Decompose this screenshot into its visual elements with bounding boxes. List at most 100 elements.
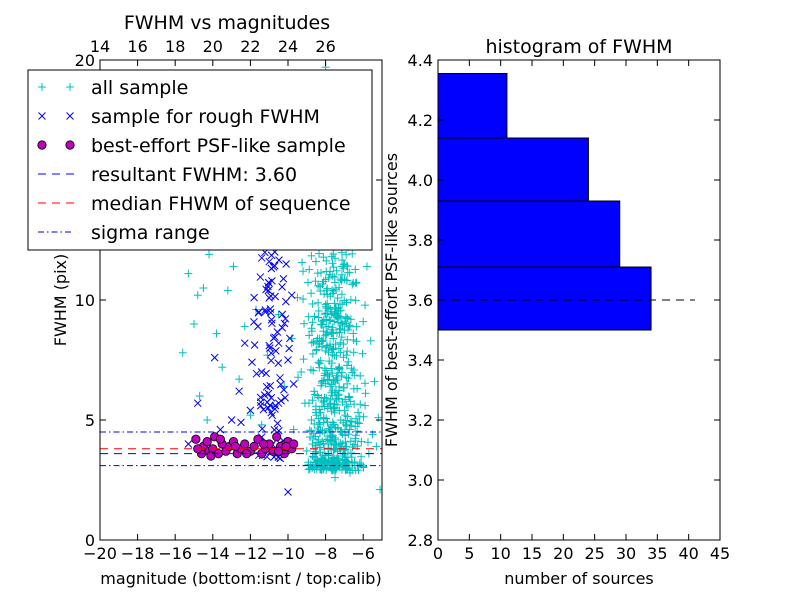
series-best-effort-psf-like-sample bbox=[191, 432, 299, 461]
data-point bbox=[327, 432, 336, 441]
data-point bbox=[311, 277, 320, 286]
data-point bbox=[267, 393, 276, 402]
data-point bbox=[250, 341, 259, 349]
data-point bbox=[314, 298, 323, 307]
histogram-y-label: FWHM of best-effort PSF-like sources bbox=[382, 153, 401, 447]
x-tick-label: 25 bbox=[584, 544, 604, 563]
data-point bbox=[329, 376, 338, 385]
data-point bbox=[331, 441, 340, 450]
top-tick-label: 22 bbox=[240, 37, 260, 56]
data-point bbox=[258, 424, 267, 433]
y-tick-label: 4.0 bbox=[408, 171, 433, 190]
data-point bbox=[326, 402, 335, 411]
data-point bbox=[262, 369, 271, 378]
data-point bbox=[281, 441, 291, 451]
histogram-bar bbox=[437, 137, 589, 202]
data-point bbox=[321, 275, 330, 284]
data-point bbox=[322, 304, 331, 313]
data-point bbox=[305, 265, 314, 274]
data-point bbox=[315, 429, 324, 438]
data-point bbox=[314, 414, 323, 423]
data-point bbox=[203, 416, 212, 424]
data-point bbox=[316, 356, 325, 365]
data-point bbox=[195, 392, 204, 400]
data-point bbox=[333, 375, 342, 384]
data-point bbox=[274, 399, 283, 408]
data-point bbox=[178, 348, 187, 357]
data-point bbox=[358, 349, 367, 358]
x-tick-label: 5 bbox=[464, 544, 474, 563]
data-point bbox=[351, 279, 360, 288]
data-point bbox=[366, 336, 375, 345]
data-point bbox=[202, 436, 212, 447]
data-point bbox=[309, 337, 318, 346]
data-point bbox=[329, 345, 338, 354]
data-point bbox=[326, 316, 335, 325]
data-point bbox=[319, 456, 328, 465]
data-point bbox=[289, 380, 298, 388]
data-point bbox=[345, 393, 354, 402]
data-point bbox=[199, 284, 208, 292]
x-tick-label: 20 bbox=[553, 544, 573, 563]
data-point bbox=[328, 350, 337, 359]
data-point bbox=[357, 452, 366, 461]
data-point bbox=[271, 405, 279, 413]
data-point bbox=[333, 365, 342, 374]
x-tick-label: −18 bbox=[121, 544, 155, 563]
data-point bbox=[360, 379, 369, 388]
data-point bbox=[265, 341, 274, 350]
data-point bbox=[325, 371, 334, 380]
data-point bbox=[343, 347, 352, 356]
data-point bbox=[310, 465, 319, 474]
data-point bbox=[315, 363, 324, 372]
data-point bbox=[275, 256, 283, 264]
x-tick-label: 40 bbox=[678, 544, 698, 563]
data-point bbox=[308, 299, 317, 308]
data-point bbox=[307, 338, 316, 347]
data-point bbox=[277, 380, 285, 389]
x-tick-label: −20 bbox=[83, 544, 117, 563]
data-point bbox=[297, 368, 306, 376]
histogram-bar bbox=[437, 200, 621, 268]
data-point bbox=[227, 416, 236, 424]
data-point bbox=[338, 274, 347, 283]
data-point bbox=[337, 290, 346, 299]
data-point bbox=[212, 329, 221, 338]
data-point bbox=[319, 327, 328, 336]
x-tick-label: 45 bbox=[710, 544, 730, 563]
data-point bbox=[235, 387, 243, 396]
data-point bbox=[343, 402, 352, 411]
data-point bbox=[266, 381, 275, 390]
data-point bbox=[339, 340, 348, 349]
data-point bbox=[190, 320, 198, 328]
data-point bbox=[257, 368, 266, 376]
data-point bbox=[338, 368, 347, 377]
data-point bbox=[261, 308, 270, 316]
data-point bbox=[272, 346, 280, 355]
scatter-y-label: FWHM (pix) bbox=[51, 254, 70, 347]
data-point bbox=[279, 274, 288, 283]
data-point bbox=[341, 425, 350, 434]
data-point bbox=[361, 401, 370, 410]
data-point bbox=[322, 330, 331, 339]
data-point bbox=[348, 368, 357, 377]
data-point bbox=[327, 328, 336, 337]
data-point bbox=[310, 387, 319, 396]
data-point bbox=[256, 398, 265, 406]
legend-label: median FHWM of sequence bbox=[91, 193, 351, 215]
legend-item: all sample bbox=[38, 77, 188, 99]
data-point bbox=[341, 411, 350, 420]
data-point bbox=[273, 328, 282, 336]
data-point bbox=[353, 427, 362, 436]
y-tick-label: 3.6 bbox=[408, 291, 433, 310]
y-tick-label: 3.2 bbox=[408, 411, 433, 430]
legend-marker bbox=[38, 83, 46, 91]
data-point bbox=[266, 401, 274, 410]
data-point bbox=[256, 401, 265, 410]
data-point bbox=[352, 322, 361, 331]
y-tick-label: 4.2 bbox=[408, 111, 433, 130]
data-point bbox=[299, 355, 308, 364]
data-point bbox=[341, 456, 350, 465]
data-point bbox=[311, 257, 320, 266]
data-point bbox=[349, 348, 358, 357]
